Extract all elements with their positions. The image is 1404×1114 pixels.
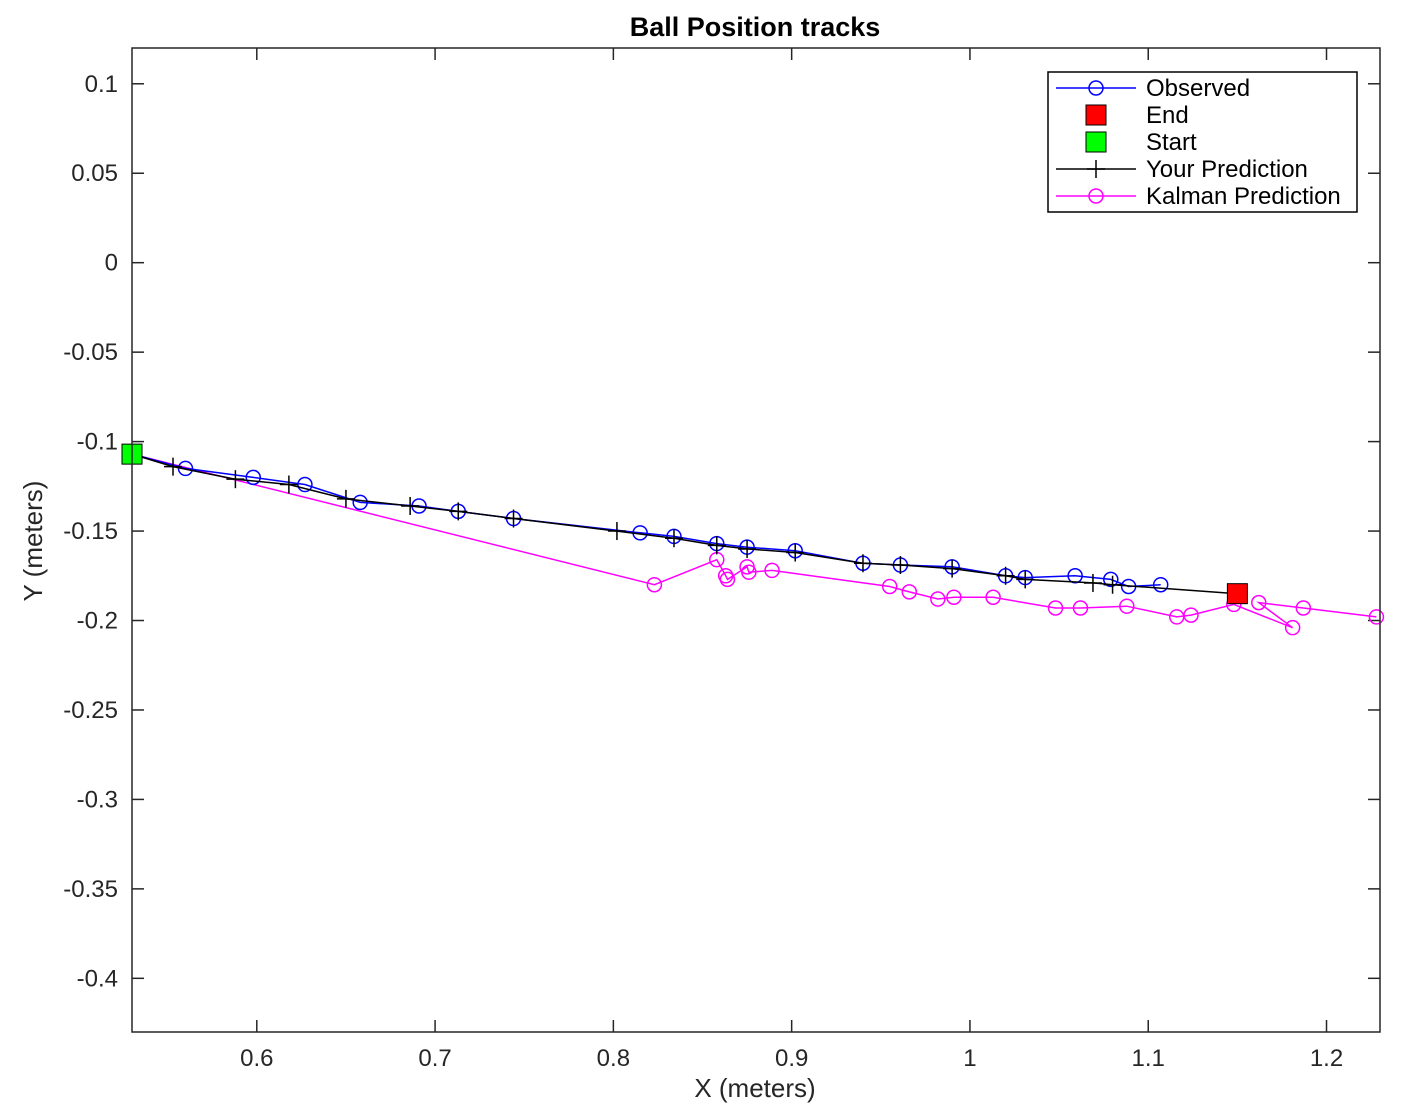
- kalman-prediction-point: [1295, 600, 1312, 616]
- your-prediction-point: [1103, 575, 1122, 594]
- y-tick-label: 0.05: [71, 160, 118, 187]
- kalman-prediction-point: [1251, 594, 1267, 611]
- y-tick-label: -0.15: [63, 518, 118, 545]
- y-tick-label: -0.2: [77, 608, 118, 635]
- y-axis-label: Y (meters): [18, 481, 48, 602]
- legend-entry-end: End: [1085, 102, 1189, 129]
- end-point: [1226, 583, 1248, 605]
- kalman-prediction-point: [1119, 598, 1135, 614]
- kalman-prediction-point: [881, 578, 898, 595]
- your-prediction-point: [738, 539, 757, 558]
- legend-marker: [1085, 104, 1107, 126]
- kalman-prediction-point: [930, 591, 946, 607]
- kalman-prediction-point: [719, 571, 736, 588]
- y-tick-label: -0.35: [63, 876, 118, 903]
- your-prediction-point: [943, 559, 962, 578]
- kalman-prediction-point: [646, 576, 663, 593]
- y-tick-label: -0.3: [77, 786, 118, 813]
- your-prediction-point: [664, 529, 683, 548]
- legend-label: Kalman Prediction: [1146, 183, 1341, 210]
- your-prediction-point: [401, 497, 420, 516]
- observed-point: [352, 494, 368, 511]
- y-tick-label: 0.1: [85, 71, 118, 98]
- your-prediction-point: [853, 554, 872, 573]
- legend-entry-start: Start: [1085, 129, 1197, 156]
- x-tick-label: 1: [963, 1045, 976, 1072]
- x-axis: 0.6 0.7 0.8 0.9 1 1.1 1.2: [240, 48, 1343, 1072]
- x-tick-label: 0.8: [597, 1045, 630, 1072]
- your-prediction-point: [707, 536, 726, 555]
- y-tick-label: -0.1: [77, 429, 118, 456]
- y-tick-label: -0.4: [77, 965, 118, 992]
- legend-marker: [1088, 188, 1104, 204]
- your-prediction-point: [504, 509, 523, 528]
- y-axis: 0.1 0.05 0 -0.05 -0.1 -0.15 -0.2 -0.25 -0.3 -0.35…: [63, 71, 1380, 992]
- kalman-prediction-point: [764, 562, 780, 579]
- kalman-prediction-point: [741, 564, 757, 580]
- kalman-prediction-point: [1368, 609, 1385, 625]
- legend-label: End: [1146, 102, 1189, 129]
- y-tick-label: -0.05: [63, 339, 118, 366]
- your-prediction-point: [164, 457, 183, 476]
- observed-point: [1103, 571, 1119, 588]
- kalman-prediction-point: [1047, 600, 1064, 616]
- legend-entry-kalman-prediction: Kalman Prediction: [1056, 183, 1341, 210]
- series-layer: [121, 443, 1385, 636]
- observed-point: [245, 469, 261, 486]
- x-tick-label: 1.1: [1132, 1045, 1165, 1072]
- observed-point: [1067, 568, 1083, 584]
- plot-frame: [131, 47, 1381, 1033]
- legend-marker: [1087, 160, 1105, 178]
- legend-marker: [1085, 131, 1107, 153]
- observed-line: [131, 453, 1161, 588]
- your-prediction-point: [1016, 570, 1035, 589]
- legend-entry-observed: Observed: [1056, 75, 1250, 102]
- your-prediction-point: [996, 566, 1015, 585]
- your-prediction-point: [336, 489, 355, 508]
- your-prediction-point: [449, 502, 468, 521]
- legend-marker: [1088, 80, 1104, 96]
- legend-label: Observed: [1146, 75, 1250, 102]
- legend-entry-your-prediction: Your Prediction: [1056, 156, 1308, 183]
- chart-title: Ball Position tracks: [630, 12, 881, 42]
- x-tick-label: 0.7: [418, 1045, 451, 1072]
- observed-point: [297, 476, 313, 493]
- your-prediction-point: [786, 543, 805, 562]
- kalman-prediction-point: [1284, 619, 1301, 636]
- y-tick-label: -0.25: [63, 697, 118, 724]
- series-end: [1226, 583, 1248, 605]
- legend-label: Start: [1146, 129, 1197, 156]
- your-prediction-point: [279, 475, 298, 494]
- your-prediction-point: [891, 556, 910, 575]
- kalman-prediction-point: [1183, 607, 1199, 623]
- x-axis-label: X (meters): [694, 1073, 815, 1103]
- x-tick-label: 0.6: [240, 1045, 273, 1072]
- kalman-prediction-point: [1072, 600, 1089, 616]
- kalman-prediction-point: [946, 589, 962, 606]
- legend-label: Your Prediction: [1146, 156, 1308, 183]
- kalman-prediction-point: [901, 584, 918, 600]
- your-prediction-point: [607, 522, 626, 541]
- kalman-prediction-point: [985, 589, 1001, 606]
- y-tick-label: 0: [105, 250, 118, 277]
- your-prediction-point: [1083, 573, 1102, 592]
- x-tick-label: 0.9: [775, 1045, 808, 1072]
- kalman-prediction-line: [131, 453, 1377, 629]
- your-prediction-point: [226, 470, 245, 489]
- x-tick-label: 1.2: [1310, 1045, 1343, 1072]
- observed-point: [1152, 576, 1169, 593]
